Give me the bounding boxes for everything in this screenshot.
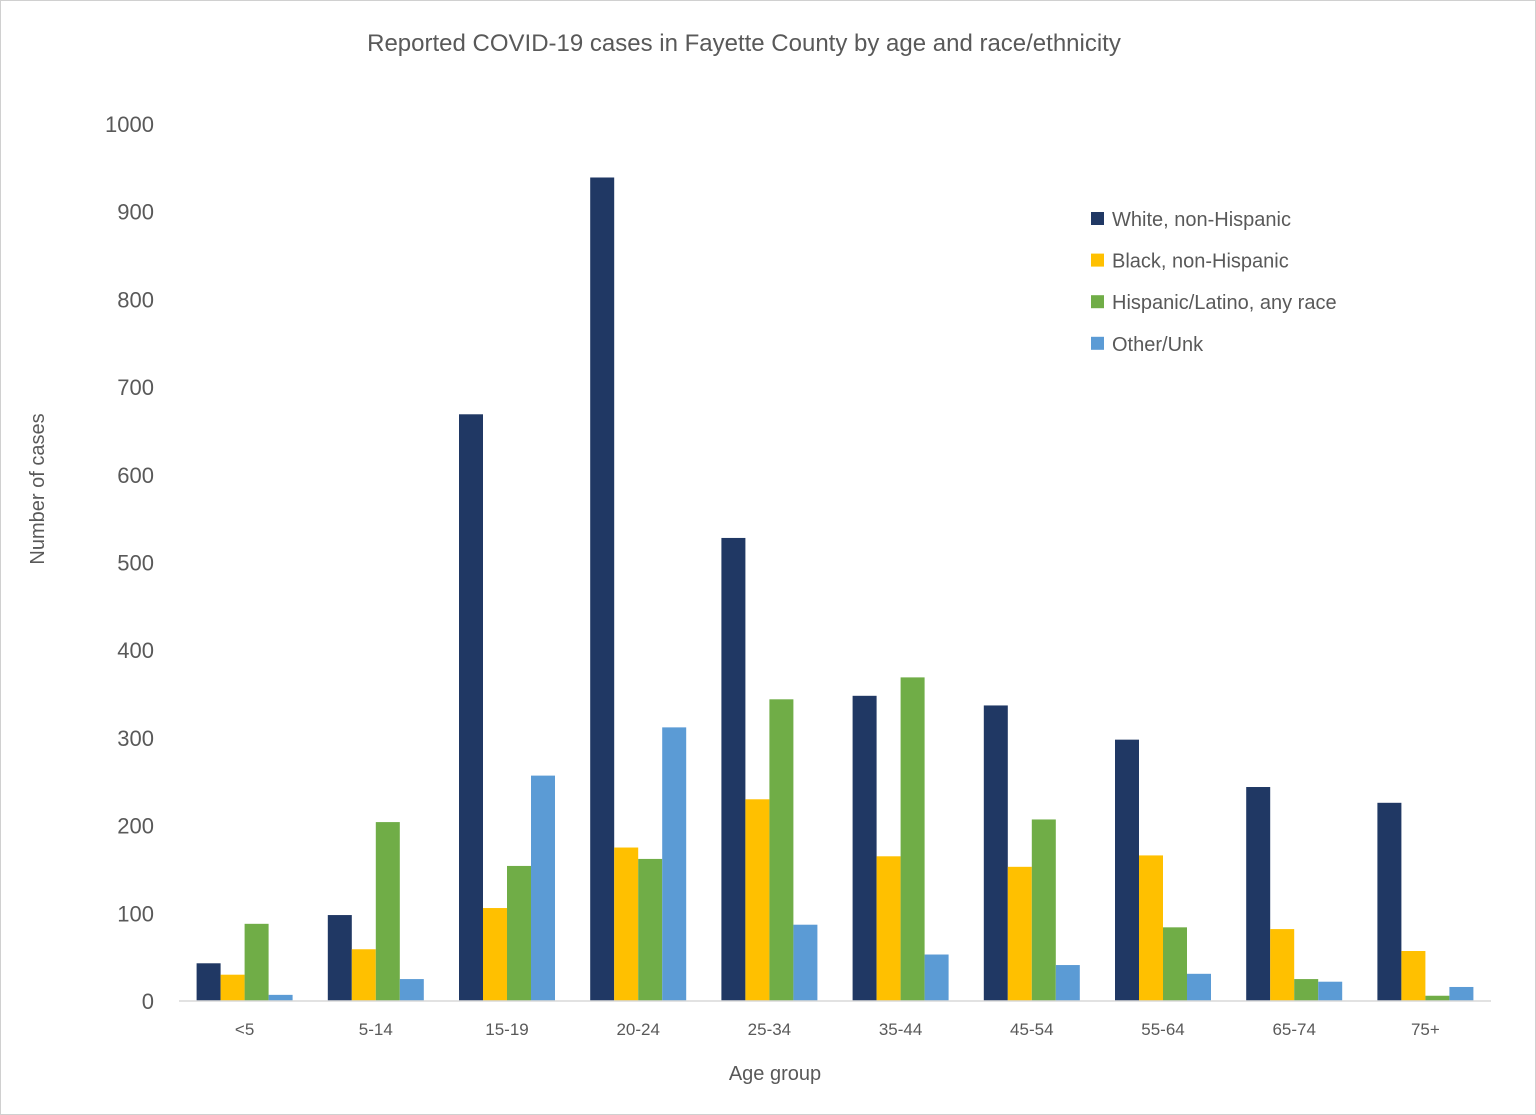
- legend-item: White, non-Hispanic: [1091, 209, 1291, 231]
- y-tick-label: 1000: [105, 112, 154, 137]
- legend-swatch: [1091, 253, 1104, 267]
- x-tick-label: 65-74: [1272, 1020, 1315, 1039]
- bar: [1055, 965, 1080, 1001]
- bar: [1246, 787, 1271, 1001]
- bar: [351, 949, 376, 1001]
- y-tick-label: 600: [117, 463, 154, 488]
- chart-title: Reported COVID-19 cases in Fayette Count…: [367, 30, 1121, 57]
- bar: [983, 705, 1008, 1001]
- bar: [1449, 986, 1474, 1001]
- bar: [507, 865, 531, 1001]
- bar: [531, 775, 555, 1001]
- bar: [268, 994, 293, 1001]
- legend-label: Hispanic/Latino, any race: [1112, 292, 1337, 314]
- bar: [1294, 979, 1319, 1001]
- legend-label: Other/Unk: [1112, 334, 1204, 356]
- y-tick-label: 400: [117, 638, 154, 663]
- y-tick-label: 300: [117, 726, 154, 751]
- bar: [590, 177, 615, 1001]
- legend-swatch: [1091, 336, 1104, 350]
- bar: [614, 847, 639, 1001]
- x-tick-label: 75+: [1411, 1020, 1440, 1039]
- bar: [769, 699, 794, 1001]
- bar: [721, 537, 746, 1001]
- y-axis-ticks: 0 100 200 300 400 500 600 700 800 900 1000: [105, 112, 154, 1014]
- bar: [900, 677, 925, 1001]
- bar: [1031, 819, 1056, 1001]
- x-tick-label: <5: [235, 1020, 254, 1039]
- bar: [483, 908, 507, 1001]
- x-tick-label: 20-24: [616, 1020, 659, 1039]
- bar: [1163, 927, 1187, 1001]
- bar: [876, 856, 901, 1001]
- series-black-non-hispanic: [220, 799, 1426, 1001]
- bar: [1187, 973, 1211, 1001]
- bar: [1139, 855, 1163, 1001]
- legend-item: Hispanic/Latino, any race: [1091, 292, 1337, 314]
- bar: [1425, 995, 1450, 1001]
- bar: [220, 974, 245, 1001]
- y-tick-label: 500: [117, 551, 154, 576]
- bar: [459, 414, 483, 1001]
- bar: [1318, 981, 1343, 1001]
- bar: [327, 915, 352, 1001]
- x-tick-label: 45-54: [1010, 1020, 1053, 1039]
- bars-group: [196, 177, 1474, 1001]
- bar: [196, 963, 221, 1001]
- series-white-non-hispanic: [196, 177, 1402, 1001]
- bar: [745, 799, 770, 1001]
- x-tick-label: 35-44: [879, 1020, 922, 1039]
- bar: [1401, 951, 1426, 1001]
- legend-swatch: [1091, 295, 1104, 309]
- y-axis-title: Number of cases: [27, 413, 49, 564]
- x-axis: <5 5-14 15-19 20-24 25-34 35-44 45-54 55-64 65-7…: [179, 1000, 1491, 1039]
- legend-label: Black, non-Hispanic: [1112, 251, 1289, 273]
- bar: [1270, 929, 1295, 1001]
- legend: White, non-Hispanic Black, non-Hispanic Hi…: [1091, 209, 1337, 356]
- bar: [375, 822, 400, 1001]
- y-tick-label: 200: [117, 814, 154, 839]
- bar: [399, 979, 424, 1001]
- bar: [1377, 802, 1402, 1001]
- bar: [638, 858, 663, 1001]
- bar: [852, 695, 877, 1001]
- y-tick-label: 100: [117, 901, 154, 926]
- series-hispanic-latino-any-race: [244, 677, 1450, 1001]
- bar: [662, 727, 687, 1001]
- y-tick-label: 800: [117, 287, 154, 312]
- x-tick-label: 15-19: [485, 1020, 528, 1039]
- legend-item: Other/Unk: [1091, 334, 1204, 356]
- series-other-unk: [268, 727, 1474, 1001]
- bar: [793, 924, 818, 1001]
- x-tick-label: 5-14: [359, 1020, 393, 1039]
- bar: [1007, 866, 1032, 1001]
- y-tick-label: 0: [142, 989, 154, 1014]
- bar: [924, 954, 949, 1001]
- y-tick-label: 900: [117, 200, 154, 225]
- x-tick-label: 55-64: [1141, 1020, 1184, 1039]
- y-tick-label: 700: [117, 375, 154, 400]
- x-tick-label: 25-34: [748, 1020, 791, 1039]
- x-axis-title: Age group: [729, 1063, 821, 1085]
- bar: [244, 923, 269, 1001]
- bar: [1115, 739, 1139, 1001]
- legend-item: Black, non-Hispanic: [1091, 251, 1289, 273]
- legend-swatch: [1091, 212, 1104, 225]
- legend-label: White, non-Hispanic: [1112, 209, 1291, 231]
